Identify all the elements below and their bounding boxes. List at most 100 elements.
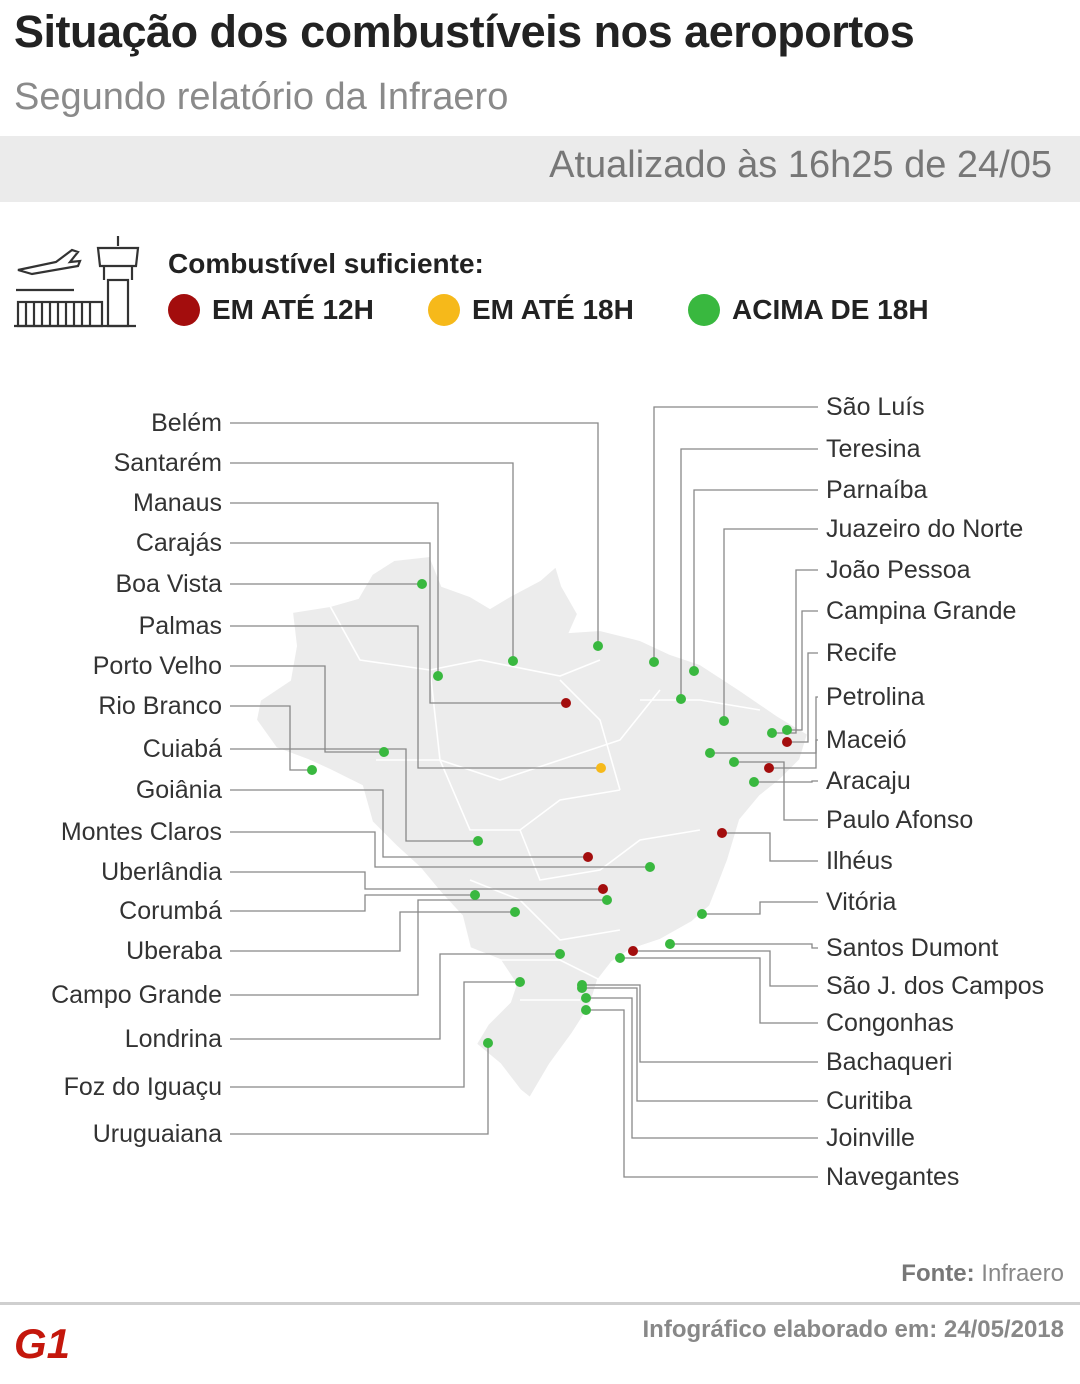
leader-line [693,489,818,671]
airport-dot-santarem [508,656,518,666]
airport-label-sao-luis: São Luís [826,393,925,421]
airport-dot-navegantes [581,1005,591,1015]
airport-dot-palmas [596,763,606,773]
airport-label-teresina: Teresina [826,435,921,463]
airport-label-vitoria: Vitória [826,888,897,916]
leader-line [230,871,603,890]
airport-label-bachaqueri: Bachaqueri [826,1048,952,1076]
airport-label-joao-pessoa: João Pessoa [826,556,971,584]
airport-label-campo-grande: Campo Grande [51,981,222,1009]
airport-dot-belem [593,641,603,651]
airport-dots [307,579,792,1048]
leader-line [586,1009,818,1178]
leader-line [586,997,818,1139]
leader-line [230,911,515,952]
airport-dot-maceio [764,763,774,773]
airport-dot-campina-grande [782,725,792,735]
airport-label-recife: Recife [826,639,897,667]
leader-line [230,705,312,771]
airport-dot-londrina [555,949,565,959]
airport-dot-parnaiba [689,666,699,676]
airport-label-santarem: Santarém [114,449,222,477]
airport-dot-uberlandia [598,884,608,894]
airport-labels: Belém Santarém Manaus Carajás Boa Vista Palma… [51,393,1044,1191]
airport-label-uberlandia: Uberlândia [101,858,222,886]
leader-line [230,953,560,1040]
leader-line [633,950,818,987]
leader-line [230,542,566,704]
leader-line [230,789,588,858]
leader-line [230,748,478,842]
airport-dot-uberaba [510,907,520,917]
airport-dot-foz-do-iguacu [515,977,525,987]
g1-logo: G1 [14,1320,70,1364]
brazil-map-shape [254,554,810,1100]
airport-label-londrina: Londrina [125,1025,222,1053]
airport-dot-carajas [561,698,571,708]
airport-label-sao-j-dos-campos: São J. dos Campos [826,972,1044,1000]
airport-label-goiania: Goiânia [136,776,222,804]
airport-dot-juazeiro-do-norte [719,716,729,726]
airport-label-campina-grande: Campina Grande [826,597,1016,625]
leader-line [787,652,818,743]
leader-line [582,984,818,1063]
airport-label-palmas: Palmas [139,612,222,640]
update-timestamp: Atualizado às 16h25 de 24/05 [549,144,1052,186]
airport-dot-cuiaba [473,836,483,846]
leader-line [702,901,818,915]
airport-dot-uruguaiana [483,1038,493,1048]
airport-label-boa-vista: Boa Vista [115,570,222,598]
legend-label-12h: EM ATÉ 12H [212,294,374,325]
leader-line [230,625,601,769]
airport-label-maceio: Maceió [826,726,907,754]
airport-dot-montes-claros [645,862,655,872]
source-note: Fonte: Infraero [901,1260,1064,1288]
airport-dot-paulo-afonso [729,757,739,767]
airport-label-petrolina: Petrolina [826,683,925,711]
airport-label-belem: Belém [151,409,222,437]
airport-dot-curitiba [577,983,587,993]
airport-label-foz-do-iguacu: Foz do Iguaçu [64,1073,222,1101]
legend-item-18h: EM ATÉ 18H [428,292,634,328]
leader-line [230,894,475,912]
red-dot-icon [168,294,200,326]
leader-line [670,943,818,949]
airport-label-cuiaba: Cuiabá [143,735,222,763]
leader-line [723,528,818,721]
leader-line [582,987,818,1102]
page-subtitle: Segundo relatório da Infraero [14,76,509,118]
airport-label-manaus: Manaus [133,489,222,517]
leader-line [722,832,818,862]
leader-line [787,610,818,731]
leader-line [734,761,818,821]
airport-label-aracaju: Aracaju [826,767,911,795]
airport-dot-aracaju [749,777,759,787]
credit-note: Infográfico elaborado em: 24/05/2018 [642,1316,1065,1343]
leader-line [653,406,818,662]
airport-dot-vitoria [697,909,707,919]
airport-dot-joinville [581,993,591,1003]
airport-dot-boa-vista [417,579,427,589]
state-borders [329,605,761,1001]
airport-label-montes-claros: Montes Claros [61,818,222,846]
leader-line [230,462,514,661]
legend-title: Combustível suficiente: [168,248,484,279]
update-bar: Atualizado às 16h25 de 24/05 [0,136,1080,202]
airport-dot-porto-velho [379,747,389,757]
airport-dot-corumba [470,890,480,900]
footer-divider [0,1302,1080,1305]
airport-label-navegantes: Navegantes [826,1163,959,1191]
svg-text:G1: G1 [14,1320,70,1364]
airport-dot-manaus [433,671,443,681]
airport-dot-congonhas [615,953,625,963]
airport-label-curitiba: Curitiba [826,1087,912,1115]
leader-line [230,899,607,996]
leader-line [769,739,818,769]
airport-dot-ilheus [717,828,727,838]
airport-label-joinville: Joinville [826,1124,915,1152]
source-value: Infraero [981,1260,1064,1287]
airport-dot-joao-pessoa [767,728,777,738]
airport-dot-santos-dumont [665,939,675,949]
leader-line [754,780,818,783]
